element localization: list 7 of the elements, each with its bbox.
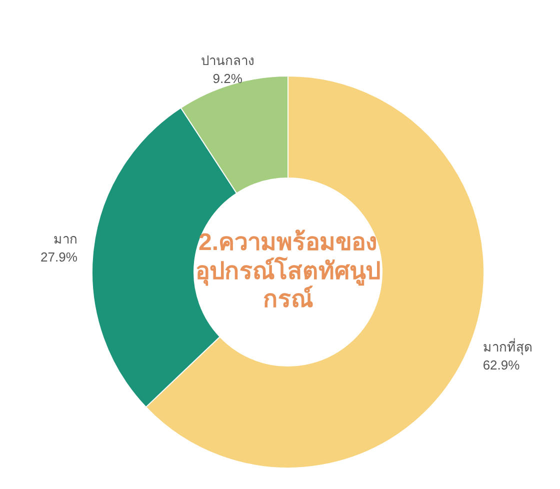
- text: 2.ความพร้อมของอุปกรณ์โสตทัศนูปกรณ์: [194, 228, 382, 316]
- data-label: 62.9%: [482, 358, 520, 373]
- slice-label: มาก: [53, 231, 78, 246]
- slice-label: ปานกลาง: [201, 52, 254, 68]
- slice-label: มากที่สุด: [482, 338, 532, 356]
- data-label: 9.2%: [212, 70, 243, 86]
- data-label: 27.9%: [40, 249, 78, 264]
